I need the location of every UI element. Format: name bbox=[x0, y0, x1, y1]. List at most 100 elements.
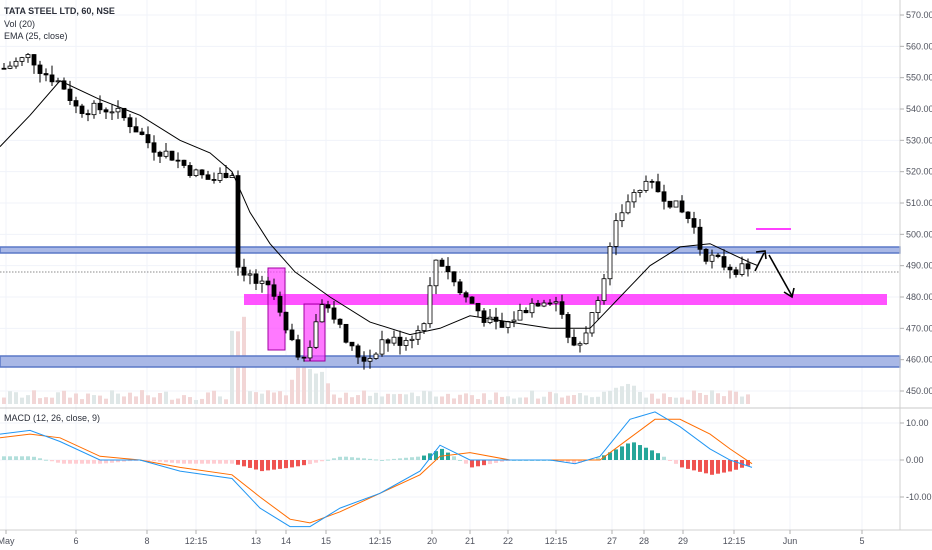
volume-bar bbox=[482, 393, 486, 404]
macd-hist-bar bbox=[74, 460, 78, 464]
time-tick-label: 20 bbox=[427, 536, 437, 546]
volume-bar bbox=[110, 390, 114, 404]
volume-bar bbox=[578, 393, 582, 404]
volume-bar bbox=[434, 396, 438, 404]
volume-bar bbox=[170, 399, 174, 404]
candle-body bbox=[439, 259, 445, 267]
candle-body bbox=[61, 80, 67, 90]
price-tick-label: 460.00 bbox=[906, 355, 932, 365]
candle-body bbox=[715, 254, 721, 257]
price-zones[interactable] bbox=[0, 228, 901, 368]
candle-body bbox=[31, 54, 37, 66]
macd-hist-bar bbox=[26, 456, 30, 460]
time-tick-label: 13 bbox=[251, 536, 261, 546]
macd-hist-bar bbox=[362, 458, 366, 460]
macd-hist-bar bbox=[218, 460, 222, 464]
candle-body bbox=[67, 88, 73, 101]
candle-body bbox=[625, 201, 631, 214]
macd-hist-bar bbox=[488, 460, 492, 465]
support-band-lower[interactable] bbox=[0, 355, 901, 368]
time-tick-label: 15 bbox=[321, 536, 331, 546]
candle-body bbox=[301, 356, 307, 359]
time-tick-label: 12:15 bbox=[723, 536, 746, 546]
volume-bar bbox=[380, 396, 384, 404]
macd-hist-bar bbox=[332, 458, 336, 460]
time-tick-label: 12:15 bbox=[545, 536, 568, 546]
candle-body bbox=[595, 300, 601, 313]
candle-body bbox=[571, 336, 577, 346]
candle-body bbox=[43, 73, 49, 76]
volume-bar bbox=[194, 399, 198, 404]
volume-bar bbox=[50, 397, 54, 404]
price-axis[interactable]: 570.00 560.00 550.00 540.00 530.00 520.00 510.… bbox=[900, 10, 932, 396]
candle-body bbox=[565, 314, 571, 338]
macd-hist-bar bbox=[20, 456, 24, 460]
symbol-legend[interactable]: TATA STEEL LTD, 60, NSE bbox=[4, 6, 115, 16]
candle-body bbox=[487, 316, 493, 323]
macd-hist-bar bbox=[98, 460, 102, 464]
macd-hist-bar bbox=[350, 457, 354, 460]
volume-bar bbox=[146, 395, 150, 404]
time-axis[interactable]: May 6 8 12:15 13 14 15 12:15 20 21 22 12:15 27 28 29 12… bbox=[0, 530, 865, 546]
volume-bar bbox=[62, 390, 66, 404]
volume-bar bbox=[458, 394, 462, 404]
time-tick-label: 12:15 bbox=[185, 536, 208, 546]
macd-hist-bar bbox=[698, 460, 702, 472]
macd-hist-bar bbox=[560, 460, 564, 462]
volume-bar bbox=[386, 393, 390, 404]
magenta-box-1[interactable] bbox=[267, 267, 286, 351]
candle-body bbox=[49, 74, 55, 83]
macd-hist-bar bbox=[398, 458, 402, 460]
candle-body bbox=[709, 254, 715, 262]
volume-bar bbox=[452, 398, 456, 404]
macd-hist-bar bbox=[242, 460, 246, 467]
macd-hist-bar bbox=[470, 460, 474, 468]
macd-hist-bar bbox=[608, 452, 612, 460]
volume-legend[interactable]: Vol (20) bbox=[4, 19, 36, 29]
candle-body bbox=[643, 180, 649, 191]
macd-hist-bar bbox=[722, 460, 726, 473]
macd-hist-bar bbox=[494, 460, 498, 463]
time-tick-label: 5 bbox=[859, 536, 864, 546]
macd-hist-bar bbox=[734, 460, 738, 470]
candle-body bbox=[109, 111, 115, 114]
candle-body bbox=[73, 100, 79, 107]
macd-hist-bar bbox=[578, 460, 582, 463]
candle-body bbox=[547, 302, 553, 305]
volume-bar bbox=[290, 379, 294, 404]
candle-body bbox=[79, 105, 85, 114]
volume-bar bbox=[404, 394, 408, 404]
time-tick-label: 12:15 bbox=[369, 536, 392, 546]
macd-hist-bar bbox=[500, 460, 504, 462]
candle-body bbox=[721, 256, 727, 268]
macd-hist-bar bbox=[686, 460, 690, 469]
arrow-down-head bbox=[783, 287, 795, 299]
candle-body bbox=[25, 54, 31, 59]
ema-line bbox=[0, 80, 759, 336]
volume-bar bbox=[332, 394, 336, 404]
volume-bar bbox=[602, 391, 606, 404]
time-tick-label: 28 bbox=[639, 536, 649, 546]
candle-body bbox=[583, 332, 589, 345]
candle-body bbox=[85, 113, 91, 116]
ema-legend[interactable]: EMA (25, close) bbox=[4, 31, 68, 41]
macd-legend[interactable]: MACD (12, 26, close, 9) bbox=[4, 413, 101, 423]
volume-bar bbox=[224, 399, 228, 404]
volume-bar bbox=[116, 393, 120, 404]
price-tick-label: 510.00 bbox=[906, 198, 932, 208]
macd-hist-bar bbox=[356, 457, 360, 460]
candle-body bbox=[361, 356, 367, 362]
candle-body bbox=[247, 273, 253, 276]
macd-hist-bar bbox=[632, 442, 636, 460]
macd-hist-bar bbox=[92, 460, 96, 464]
volume-bar bbox=[392, 394, 396, 404]
candle-body bbox=[475, 302, 481, 312]
pink-resistance-zone[interactable] bbox=[244, 294, 887, 305]
macd-hist-bar bbox=[2, 456, 6, 460]
macd-hist-bar bbox=[236, 460, 240, 465]
candle-body bbox=[223, 172, 229, 178]
macd-hist-bar bbox=[254, 460, 258, 470]
projection-arrows[interactable] bbox=[754, 250, 795, 299]
macd-axis[interactable]: 10.00 0.00 -10.00 bbox=[900, 418, 932, 502]
